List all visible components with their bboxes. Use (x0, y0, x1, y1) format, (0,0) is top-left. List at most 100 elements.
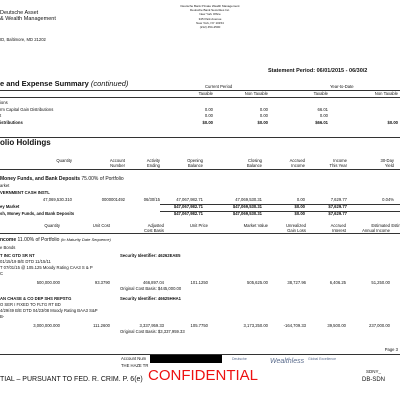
redaction (150, 355, 222, 363)
section: Money Funds, and Bank Deposits (0, 176, 81, 182)
cell: 51,250.00 (371, 280, 390, 285)
section-title: e and Expense Summary (continued) (0, 79, 129, 88)
total-cell: $47,069,530.31 (232, 211, 262, 216)
cell: 93.3790 (94, 280, 110, 285)
cell: 466,897.04 (143, 280, 164, 285)
security-line: B- (0, 314, 5, 319)
cell: 0.00 (204, 113, 213, 118)
rule (0, 97, 400, 98)
group-header: Year-to-Date (330, 84, 354, 89)
brand: & Wealth Management (0, 16, 56, 22)
cell: -164,709.33 (283, 323, 306, 328)
subsection: arket (0, 183, 10, 188)
column-header: Non Taxable (244, 91, 268, 96)
section-pct: 75.00% of Portfolio (81, 176, 124, 182)
logo: Global Excellence (308, 357, 337, 361)
page-number: Page 3 (384, 347, 398, 352)
cell: 66.01 (317, 106, 328, 112)
cell: 47,069,530.31 (235, 197, 262, 202)
column-header: Accrued Interest (330, 223, 346, 233)
section: ncome (0, 237, 17, 243)
rule (195, 90, 285, 91)
cell: $0.00 (387, 119, 398, 125)
column-header: Quantity (56, 158, 72, 163)
cell: 505,625.00 (247, 280, 268, 285)
cell: 0.00 (259, 106, 268, 112)
cell: $0.00 (202, 119, 213, 125)
office-line: Deutsche Bank Securities Inc. (189, 8, 231, 13)
cell: 3,000,000.000 (33, 323, 60, 328)
security-line: T 07/01/15 @ 105.125 Moody Rating CAA3 S… (0, 265, 93, 270)
rule (300, 90, 400, 91)
security-line: O SER I FIXED TO FLTG RT BD (0, 302, 61, 307)
title-note: (continued) (90, 79, 129, 88)
statement-period: Statement Period: 06/01/2015 - 06/30/2 (268, 68, 368, 74)
office-line: (212) 454-2500 (199, 25, 221, 29)
cell: 7,629.77 (330, 197, 347, 202)
cell: $66.01 (315, 119, 328, 125)
cell: 06/30/15 (143, 197, 160, 202)
security-line: AN CHASE & CO DEP SHS REPSTG (0, 296, 72, 301)
cell: 39,500.00 (327, 323, 346, 328)
cell: 47,067,982.71 (176, 197, 203, 202)
bates: SDNY_ (366, 369, 382, 374)
column-header: Quantity (44, 223, 60, 228)
column-header: Non Taxable (374, 91, 398, 96)
security-line: 4/29/49 B/E DTD 04/23/08 Moody Rating BA… (0, 308, 98, 313)
security: VERNMENT CASH INSTL (0, 190, 50, 195)
total-cell: $0.00 (294, 204, 305, 209)
column-header: Unrealized Gain Loss (285, 223, 306, 233)
section-note: (In Maturity Date Sequence) (60, 237, 111, 242)
subsection: e Bonds (0, 245, 16, 250)
legend: TIAL – PURSUANT TO FED. R. CRIM. P. 6(e) (0, 376, 143, 383)
rule (0, 233, 400, 234)
brand: Deutsche Asset (0, 10, 39, 16)
column-header: 30-Day Yield (380, 158, 395, 168)
total-cell: $0.00 (294, 211, 305, 216)
section-title: olio Holdings (0, 138, 51, 147)
security-line: T INC GTD SR NT (0, 253, 35, 258)
cell: 0.04% (382, 197, 394, 202)
rule (160, 204, 400, 205)
office-line: New York Office (199, 12, 221, 17)
logo: Deutsche (232, 357, 247, 361)
cell: 38,727.96 (287, 280, 306, 285)
office-line: New York, NY 10154 (196, 20, 224, 25)
cell: 0.00 (319, 113, 328, 118)
column-header: Taxable (198, 91, 213, 96)
rule (0, 137, 400, 138)
cell: 3,173,250.00 (243, 323, 268, 328)
original-cost: Original Cost Basis: $445,000.00 (120, 286, 182, 291)
office-line: Deutsche Bank Private Wealth Management (180, 4, 240, 8)
security-line: 01/15/19 B/E DTD 11/15/11 (0, 259, 51, 264)
column-header: Estimated Annual Income (362, 223, 390, 233)
security-line: C (0, 271, 4, 276)
cell: 47,069,530.310 (42, 197, 72, 202)
section-header: Money Funds, and Bank Deposits 75.00% of… (0, 176, 124, 183)
cell: 0000001492 (101, 197, 125, 202)
row-label: t (0, 113, 2, 118)
cell: 105.7750 (190, 323, 208, 328)
group-header: Current Period (205, 84, 233, 89)
total-cell: $47,067,982.71 (173, 211, 203, 216)
cell: 111.2600 (93, 323, 110, 328)
column-header: Closing Balance (246, 158, 262, 168)
cell: 500,000.000 (36, 280, 60, 285)
row-label: rm Capital Gain Distributions (0, 106, 54, 112)
title: e and Expense Summary (0, 79, 89, 88)
column-header: Market Value (243, 223, 268, 228)
cell: 101.1250 (190, 280, 208, 285)
column-header: Adjusted Cost Basis (143, 223, 164, 233)
cell: $0.00 (257, 119, 268, 125)
column-header: Opening Balance (187, 158, 203, 168)
cell: 6,406.25 (329, 280, 346, 285)
identifier: Security Identifier: 46625HHA1 (120, 296, 181, 301)
column-header: Unit Price (189, 223, 208, 228)
account: Account Num (121, 356, 147, 361)
identifier: Security Identifier: 46262EAE5 (120, 253, 181, 258)
row-label: istributions (0, 119, 23, 125)
cell: 0.00 (204, 106, 213, 112)
column-header: Activity Ending (146, 158, 160, 168)
cell: 237,000.00 (369, 323, 390, 328)
